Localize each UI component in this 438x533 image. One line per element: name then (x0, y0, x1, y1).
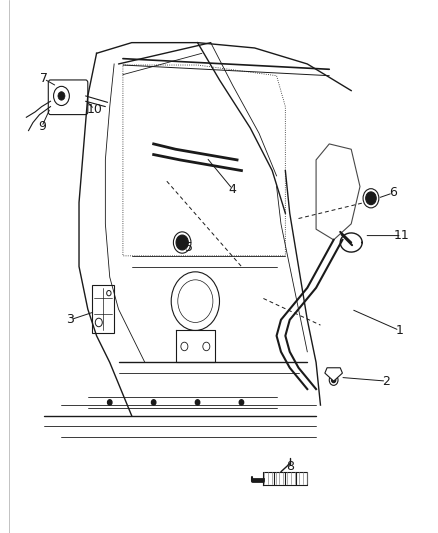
Circle shape (58, 92, 65, 100)
Circle shape (195, 400, 199, 405)
Circle shape (151, 400, 155, 405)
Text: 1: 1 (395, 324, 403, 337)
Text: 11: 11 (393, 229, 409, 242)
Circle shape (176, 235, 188, 250)
Circle shape (239, 400, 243, 405)
Text: 3: 3 (66, 313, 74, 326)
Text: 8: 8 (286, 460, 294, 473)
Polygon shape (315, 144, 359, 240)
Text: 5: 5 (184, 241, 192, 254)
Text: 2: 2 (381, 375, 389, 387)
Text: 4: 4 (228, 183, 236, 196)
Text: 6: 6 (388, 187, 396, 199)
Circle shape (331, 377, 335, 383)
FancyBboxPatch shape (92, 285, 114, 333)
Text: 10: 10 (86, 103, 102, 116)
FancyBboxPatch shape (48, 80, 88, 115)
Text: 9: 9 (38, 120, 46, 133)
Text: 7: 7 (40, 72, 48, 85)
Circle shape (107, 400, 112, 405)
Polygon shape (324, 368, 342, 381)
Circle shape (365, 192, 375, 205)
